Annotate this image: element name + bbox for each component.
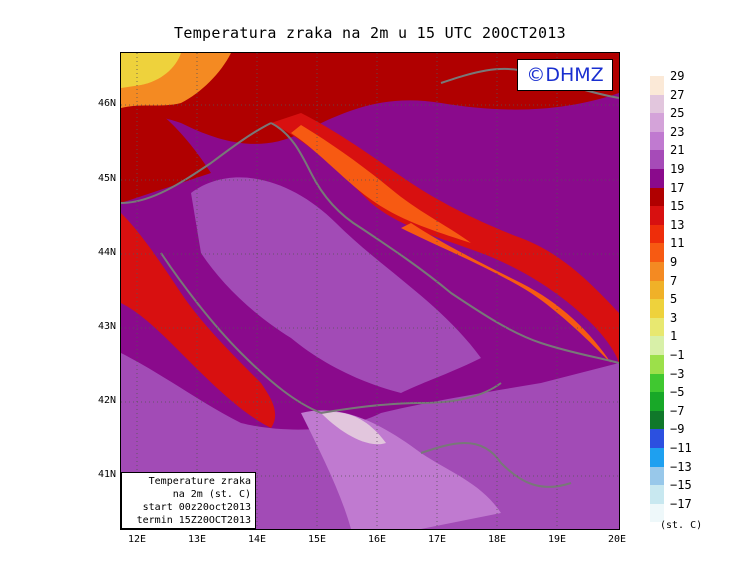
legend-label: 21 bbox=[670, 143, 685, 158]
legend-label: 17 bbox=[670, 180, 685, 195]
legend-label: 3 bbox=[670, 310, 678, 325]
legend-swatch bbox=[650, 373, 664, 393]
legend-swatch bbox=[650, 317, 664, 337]
legend-swatch bbox=[650, 131, 664, 151]
lat-label-45n: 45N bbox=[97, 173, 116, 184]
map-title: Temperatura zraka na 2m u 15 UTC 20OCT20… bbox=[174, 24, 566, 42]
legend-label: 29 bbox=[670, 69, 685, 83]
legend-label: −11 bbox=[670, 441, 692, 455]
legend-swatch bbox=[650, 113, 664, 132]
legend-label: 19 bbox=[670, 162, 685, 176]
legend-swatch bbox=[650, 336, 664, 355]
temperature-map: ©DHMZ Temperature zraka na 2m (st. C) st… bbox=[120, 52, 620, 530]
temperature-field bbox=[121, 53, 619, 529]
legend-swatch bbox=[650, 410, 664, 430]
lon-label-17e: 17E bbox=[427, 534, 447, 545]
legend-swatch bbox=[650, 94, 664, 114]
run-info-box: Temperature zraka na 2m (st. C) start 00… bbox=[121, 472, 256, 529]
lon-label-18e: 18E bbox=[487, 534, 507, 545]
legend-swatch bbox=[650, 355, 664, 374]
lat-label-44n: 44N bbox=[97, 247, 116, 258]
legend-swatch bbox=[650, 503, 664, 523]
info-line-variable: Temperature zraka bbox=[148, 476, 251, 487]
legend-swatch bbox=[650, 466, 664, 486]
lon-label-12e: 12E bbox=[127, 534, 147, 545]
legend-label: −9 bbox=[670, 422, 685, 437]
legend-label: −7 bbox=[670, 403, 685, 418]
legend-swatch bbox=[650, 206, 664, 225]
dhmz-badge: ©DHMZ bbox=[517, 59, 613, 91]
legend-label: 23 bbox=[670, 124, 685, 139]
legend-swatch bbox=[650, 243, 664, 262]
lat-label-46n: 46N bbox=[97, 98, 116, 109]
info-line-unit: na 2m (st. C) bbox=[172, 489, 251, 500]
legend-swatch bbox=[650, 150, 664, 169]
legend-swatch bbox=[650, 187, 664, 207]
legend-swatch bbox=[650, 299, 664, 318]
lat-label-41n: 41N bbox=[97, 469, 116, 480]
info-line-termin: termin 15Z20OCT2013 bbox=[136, 515, 251, 526]
legend-label: 11 bbox=[670, 236, 685, 251]
lon-label-16e: 16E bbox=[367, 534, 387, 545]
legend-swatch bbox=[650, 224, 664, 244]
legend-label: −13 bbox=[670, 459, 692, 474]
legend-label: 1 bbox=[670, 329, 678, 344]
legend-label: 5 bbox=[670, 292, 678, 307]
legend-unit: (st. C) bbox=[660, 520, 703, 531]
lat-label-42n: 42N bbox=[97, 395, 116, 406]
lon-label-14e: 14E bbox=[247, 534, 267, 545]
legend-swatch bbox=[650, 448, 664, 467]
legend-swatch bbox=[650, 280, 664, 300]
legend-swatch bbox=[650, 169, 664, 188]
legend-label: 13 bbox=[670, 217, 685, 232]
lon-label-13e: 13E bbox=[187, 534, 207, 545]
legend-label: −17 bbox=[670, 496, 692, 511]
legend-swatch bbox=[650, 392, 664, 411]
lon-label-19e: 19E bbox=[547, 534, 567, 545]
lon-label-20e: 20E bbox=[607, 534, 627, 545]
legend-label: 9 bbox=[670, 255, 678, 269]
legend-swatch bbox=[650, 262, 664, 281]
legend-label: −1 bbox=[670, 348, 685, 362]
lon-label-15e: 15E bbox=[307, 534, 327, 545]
legend-label: −15 bbox=[670, 478, 692, 493]
legend-label: 7 bbox=[670, 273, 678, 288]
legend-swatch bbox=[650, 485, 664, 504]
legend-label: 27 bbox=[670, 87, 685, 102]
legend-label: −3 bbox=[670, 366, 685, 381]
info-line-start: start 00z20oct2013 bbox=[142, 502, 251, 513]
legend-label: 25 bbox=[670, 106, 685, 121]
legend-swatch bbox=[650, 429, 664, 448]
legend-swatch bbox=[650, 76, 664, 95]
lat-label-43n: 43N bbox=[97, 321, 116, 332]
legend-label: −5 bbox=[670, 385, 685, 400]
legend-label: 15 bbox=[670, 199, 685, 214]
